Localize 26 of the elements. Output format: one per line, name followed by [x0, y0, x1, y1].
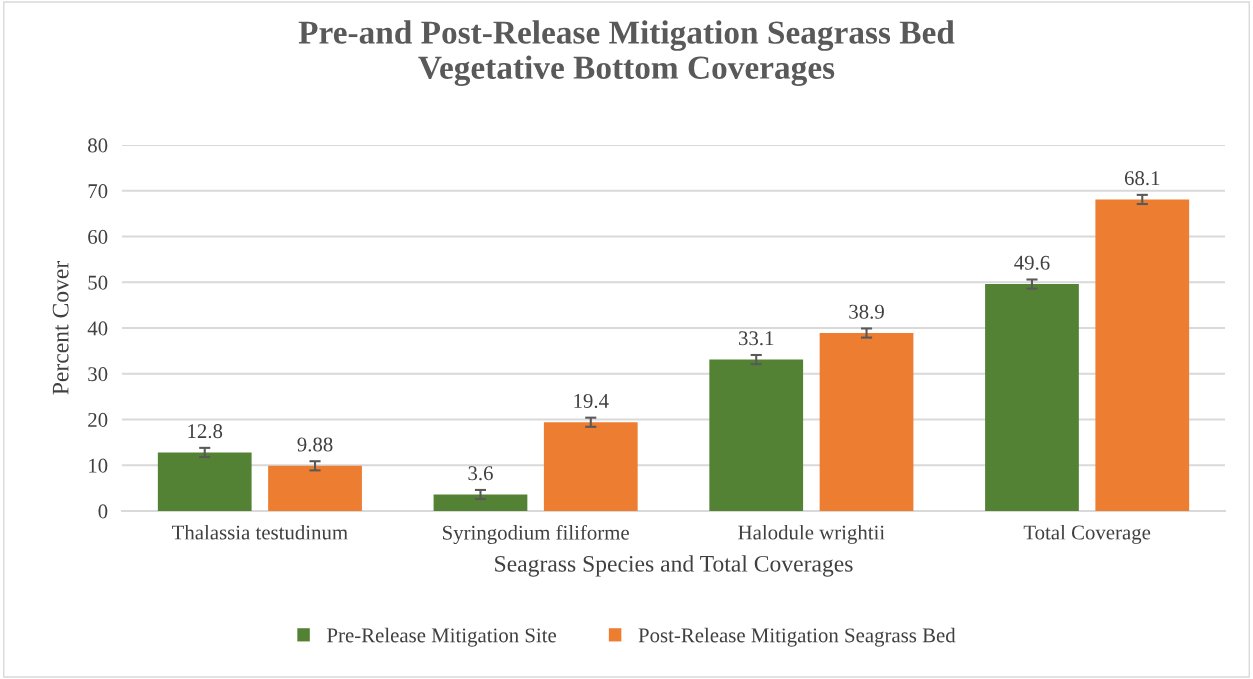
- x-tick-label: Thalassia testudinum: [172, 524, 348, 540]
- y-tick-label: 10: [89, 458, 108, 473]
- legend-label: Post-Release Mitigation Seagrass Bed: [638, 627, 956, 647]
- y-tick-label: 0: [98, 504, 108, 519]
- data-label: 3.6: [468, 466, 493, 481]
- x-tick-label: Total Coverage: [1023, 524, 1151, 544]
- data-label: 33.1: [738, 331, 774, 346]
- y-axis-title: Percent Cover: [52, 261, 69, 395]
- y-tick-label: 80: [88, 138, 108, 153]
- data-label: 19.4: [574, 393, 609, 409]
- x-tick-label: Halodule wrightii: [738, 524, 885, 544]
- y-tick-label: 30: [88, 367, 108, 382]
- x-tick-label: Syringodium filiforme: [442, 524, 629, 545]
- data-label: 12.8: [188, 424, 223, 439]
- x-axis-title: Seagrass Species and Total Coverages: [495, 555, 853, 577]
- y-tick-label: 20: [88, 412, 108, 427]
- y-tick-label: 40: [87, 321, 108, 336]
- data-label: 38.9: [849, 304, 884, 319]
- data-label: 49.6: [1014, 255, 1050, 270]
- y-tick-label: 70: [88, 184, 108, 199]
- data-label: 68.1: [1124, 171, 1160, 186]
- y-tick-label: 60: [88, 229, 108, 244]
- chart-title: Pre-and Post-Release Mitigation Seagrass Bed Vegetative Bottom Coverages: [298, 20, 955, 86]
- data-label: 9.88: [297, 437, 333, 452]
- y-tick-label: 50: [88, 275, 108, 290]
- legend-label: Pre-Release Mitigation Site: [327, 627, 557, 647]
